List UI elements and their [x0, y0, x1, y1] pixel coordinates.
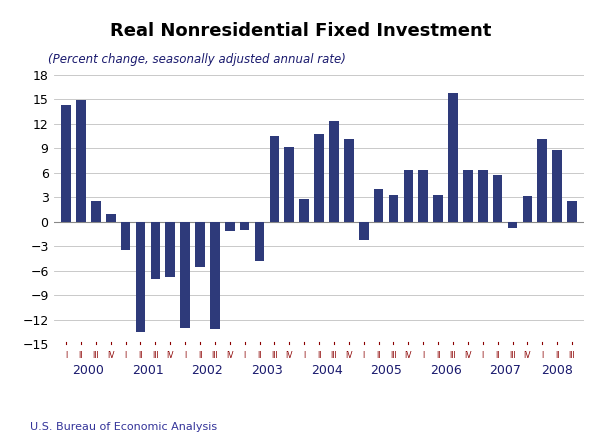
Bar: [106, 213, 116, 222]
Bar: [314, 134, 324, 222]
Text: I: I: [482, 351, 484, 359]
Text: II: II: [317, 351, 321, 359]
Bar: [463, 169, 473, 222]
Text: (Percent change, seasonally adjusted annual rate): (Percent change, seasonally adjusted ann…: [48, 53, 346, 66]
Text: II: II: [495, 351, 500, 359]
Bar: [166, 222, 175, 277]
Text: III: III: [211, 351, 219, 359]
Bar: [135, 222, 145, 332]
Bar: [374, 189, 383, 222]
Text: IV: IV: [226, 351, 234, 359]
Text: III: III: [450, 351, 456, 359]
Text: I: I: [184, 351, 186, 359]
Text: U.S. Bureau of Economic Analysis: U.S. Bureau of Economic Analysis: [30, 422, 217, 432]
Text: II: II: [436, 351, 440, 359]
Text: 2000: 2000: [72, 364, 104, 377]
Text: I: I: [541, 351, 544, 359]
Bar: [195, 222, 205, 267]
Text: I: I: [65, 351, 67, 359]
Text: 2006: 2006: [430, 364, 461, 377]
Text: 2004: 2004: [311, 364, 343, 377]
Bar: [76, 100, 86, 222]
Text: IV: IV: [524, 351, 531, 359]
Bar: [538, 138, 547, 222]
Text: I: I: [362, 351, 365, 359]
Text: III: III: [390, 351, 397, 359]
Text: II: II: [198, 351, 202, 359]
Text: 2007: 2007: [489, 364, 521, 377]
Text: 2003: 2003: [251, 364, 283, 377]
Bar: [403, 169, 413, 222]
Bar: [344, 138, 353, 222]
Bar: [493, 175, 503, 222]
Bar: [255, 222, 264, 261]
Bar: [389, 195, 399, 222]
Text: IV: IV: [167, 351, 174, 359]
Text: II: II: [138, 351, 143, 359]
Bar: [180, 222, 190, 328]
Text: 2008: 2008: [541, 364, 573, 377]
Text: 2002: 2002: [191, 364, 223, 377]
Bar: [61, 105, 71, 222]
Bar: [478, 170, 488, 222]
Bar: [121, 222, 131, 250]
Text: Real Nonresidential Fixed Investment: Real Nonresidential Fixed Investment: [110, 22, 492, 40]
Text: I: I: [125, 351, 127, 359]
Bar: [150, 222, 160, 279]
Bar: [225, 222, 235, 232]
Bar: [523, 196, 532, 222]
Bar: [329, 121, 339, 222]
Text: II: II: [79, 351, 83, 359]
Bar: [567, 202, 577, 222]
Bar: [285, 147, 294, 222]
Bar: [433, 195, 443, 222]
Bar: [507, 222, 517, 228]
Bar: [210, 222, 220, 329]
Text: IV: IV: [345, 351, 353, 359]
Bar: [552, 150, 562, 222]
Text: III: III: [271, 351, 278, 359]
Bar: [418, 170, 428, 222]
Text: II: II: [555, 351, 559, 359]
Bar: [91, 202, 101, 222]
Text: III: III: [152, 351, 159, 359]
Text: I: I: [422, 351, 424, 359]
Text: III: III: [93, 351, 99, 359]
Text: IV: IV: [107, 351, 114, 359]
Text: 2005: 2005: [370, 364, 402, 377]
Text: 2001: 2001: [132, 364, 164, 377]
Bar: [299, 199, 309, 222]
Text: III: III: [569, 351, 576, 359]
Text: III: III: [330, 351, 337, 359]
Text: IV: IV: [285, 351, 293, 359]
Bar: [448, 93, 458, 222]
Text: IV: IV: [405, 351, 412, 359]
Text: II: II: [257, 351, 262, 359]
Text: II: II: [376, 351, 381, 359]
Text: IV: IV: [464, 351, 471, 359]
Text: I: I: [303, 351, 305, 359]
Bar: [359, 222, 368, 240]
Bar: [240, 222, 249, 230]
Text: I: I: [244, 351, 246, 359]
Bar: [270, 136, 279, 222]
Text: III: III: [509, 351, 516, 359]
